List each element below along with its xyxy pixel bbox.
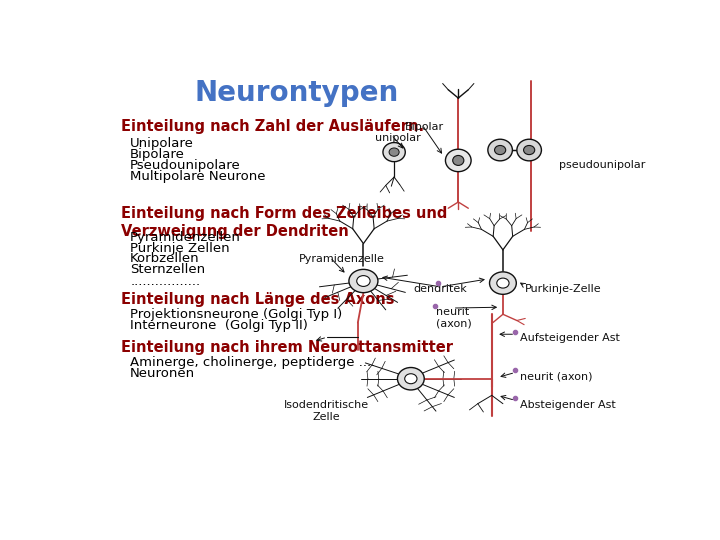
Ellipse shape — [356, 275, 370, 286]
Text: dendritek: dendritek — [413, 284, 467, 294]
Ellipse shape — [383, 143, 405, 161]
Text: unipolar: unipolar — [374, 133, 420, 144]
Ellipse shape — [453, 156, 464, 165]
Text: .................: ................. — [130, 275, 200, 288]
Text: Neurontypen: Neurontypen — [194, 79, 399, 107]
Text: Aufsteigender Ast: Aufsteigender Ast — [520, 333, 619, 343]
Text: Pseudounipolare: Pseudounipolare — [130, 159, 241, 172]
Text: Aminerge, cholinerge, peptiderge ....: Aminerge, cholinerge, peptiderge .... — [130, 356, 375, 369]
Ellipse shape — [517, 139, 541, 161]
Text: Purkinje-Zelle: Purkinje-Zelle — [526, 284, 602, 294]
Text: Pyramidenzelle: Pyramidenzelle — [300, 254, 385, 264]
Text: Multipolare Neurone: Multipolare Neurone — [130, 170, 266, 183]
Text: Unipolare: Unipolare — [130, 137, 194, 150]
Text: Einteilung nach ihrem Neurottansmitter: Einteilung nach ihrem Neurottansmitter — [121, 340, 453, 355]
Text: Einteilung nach Form des Zelleibes und
Verzweigung der Dendriten: Einteilung nach Form des Zelleibes und V… — [121, 206, 447, 239]
Ellipse shape — [349, 269, 378, 293]
Text: Bipolar: Bipolar — [405, 122, 444, 132]
Ellipse shape — [389, 148, 399, 156]
Text: Projektionsneurone (Golgi Typ I): Projektionsneurone (Golgi Typ I) — [130, 308, 343, 321]
Text: Einteilung nach Zahl der Ausläufern.: Einteilung nach Zahl der Ausläufern. — [121, 119, 424, 134]
Text: Neuronen: Neuronen — [130, 367, 195, 380]
Ellipse shape — [446, 149, 471, 172]
Text: Bipolare: Bipolare — [130, 148, 185, 161]
Ellipse shape — [488, 139, 513, 161]
Text: Einteilung nach Länge des Axons: Einteilung nach Länge des Axons — [121, 292, 394, 307]
Ellipse shape — [495, 145, 505, 154]
Text: neurit (axon): neurit (axon) — [520, 372, 592, 382]
Ellipse shape — [405, 374, 417, 384]
Ellipse shape — [397, 368, 424, 390]
Ellipse shape — [523, 145, 535, 154]
Text: Korbzellen: Korbzellen — [130, 252, 200, 265]
Text: pseudounipolar: pseudounipolar — [559, 160, 645, 171]
Text: Interneurone  (Golgi Typ II): Interneurone (Golgi Typ II) — [130, 319, 308, 332]
Ellipse shape — [497, 278, 509, 288]
Text: neurit
(axon): neurit (axon) — [436, 307, 472, 328]
Text: Isodendritische
Zelle: Isodendritische Zelle — [284, 400, 369, 422]
Text: Purkinje Zellen: Purkinje Zellen — [130, 241, 230, 254]
Ellipse shape — [490, 272, 516, 294]
Text: Sternzellen: Sternzellen — [130, 263, 205, 276]
Text: Absteigender Ast: Absteigender Ast — [520, 400, 616, 409]
Text: Pyramidenzellen: Pyramidenzellen — [130, 231, 241, 244]
